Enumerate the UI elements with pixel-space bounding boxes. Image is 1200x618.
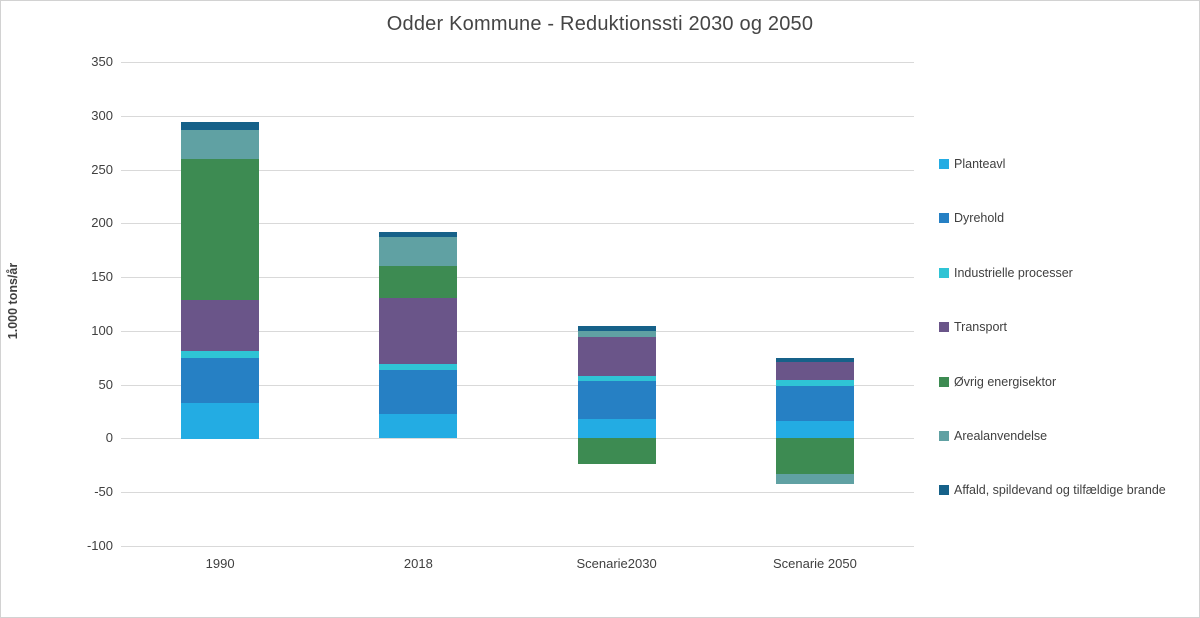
y-tick-label: 200	[91, 215, 113, 231]
legend-swatch-icon	[939, 431, 949, 441]
legend-label: Transport	[954, 320, 1008, 334]
y-tick-label: -50	[94, 484, 113, 500]
bar-segment	[379, 237, 458, 267]
y-tick-label: 0	[105, 430, 113, 446]
legend-item: Affald, spildevand og tilfældige brande	[939, 483, 1166, 497]
gridline	[121, 546, 914, 547]
bar-segment	[577, 337, 656, 376]
bar-segment	[379, 297, 458, 365]
legend-item: Transport	[939, 320, 1007, 334]
x-category-label: Scenarie 2050	[772, 556, 857, 571]
gridline	[121, 330, 914, 332]
gridline	[121, 438, 914, 440]
legend-label: Planteavl	[954, 157, 1006, 171]
bar-segment	[577, 376, 656, 382]
y-tick-label: -100	[86, 538, 113, 553]
legend-swatch-icon	[939, 268, 949, 278]
gridline	[121, 115, 914, 117]
x-category-label: 2018	[403, 556, 433, 571]
legend-label: Affald, spildevand og tilfældige brande	[954, 483, 1166, 497]
legend-swatch-icon	[939, 159, 949, 169]
gridline	[121, 277, 914, 279]
bar-segment	[181, 299, 260, 352]
legend-swatch-icon	[939, 322, 949, 332]
legend-label: Arealanvendelse	[954, 429, 1048, 443]
bar-segment	[181, 129, 260, 159]
bar-segment	[181, 403, 260, 439]
bar-segment	[775, 385, 854, 422]
legend-label: Dyrehold	[954, 211, 1005, 225]
legend-item: Industrielle processer	[939, 266, 1073, 280]
y-tick-label: 50	[98, 376, 113, 392]
legend-label: Industrielle processer	[954, 266, 1073, 280]
y-tick-label: 100	[91, 322, 113, 338]
legend-item: Planteavl	[939, 157, 1005, 171]
bar-segment	[775, 473, 854, 484]
legend-item: Dyrehold	[939, 211, 1004, 225]
y-axis-title: 1.000 tons/år	[6, 262, 20, 340]
y-tick-label: 300	[91, 107, 113, 123]
legend-swatch-icon	[939, 377, 949, 387]
bar-segment	[577, 330, 656, 338]
bar-segment	[379, 413, 458, 439]
bar-segment	[775, 380, 854, 386]
bar-segment	[775, 438, 854, 474]
legend-item: Øvrig energisektor	[939, 375, 1056, 389]
bar-segment	[775, 357, 854, 363]
gridline	[121, 62, 914, 63]
gridline	[121, 492, 914, 494]
bar-segment	[181, 158, 260, 300]
bar-segment	[181, 122, 260, 130]
bar-segment	[577, 381, 656, 419]
bar-segment	[577, 438, 656, 465]
legend-swatch-icon	[939, 485, 949, 495]
y-tick-label: 350	[91, 54, 113, 69]
bar-segment	[775, 421, 854, 439]
legend-item: Arealanvendelse	[939, 429, 1047, 443]
bar-segment	[181, 357, 260, 403]
legend-swatch-icon	[939, 213, 949, 223]
bar-segment	[379, 364, 458, 370]
gridline	[121, 384, 914, 386]
bar-segment	[577, 419, 656, 439]
bar-segment	[181, 351, 260, 358]
y-tick-label: 150	[91, 269, 113, 285]
x-category-label: Scenarie2030	[576, 556, 657, 571]
bar-segment	[775, 362, 854, 381]
gridline	[121, 169, 914, 171]
legend-label: Øvrig energisektor	[954, 375, 1057, 389]
x-category-label: 1990	[205, 556, 235, 571]
bar-segment	[577, 325, 656, 331]
gridline	[121, 223, 914, 225]
bar-segment	[379, 369, 458, 414]
bar-segment	[379, 231, 458, 238]
chart-title: Odder Kommune - Reduktionssti 2030 og 20…	[386, 13, 814, 35]
y-tick-label: 250	[91, 161, 113, 177]
bar-segment	[379, 266, 458, 298]
